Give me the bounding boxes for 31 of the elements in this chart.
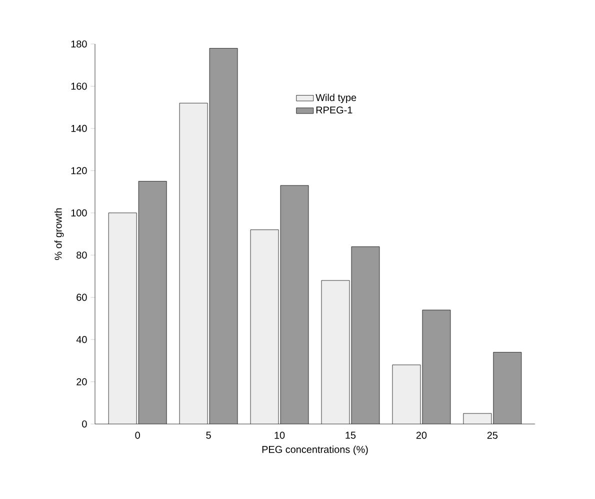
- bar: [280, 185, 309, 424]
- y-tick-label: 180: [71, 40, 87, 48]
- legend-label: RPEG-1: [316, 106, 352, 114]
- x-axis-title: PEG concentrations (%): [262, 446, 368, 455]
- legend-label: Wild type: [316, 94, 356, 104]
- bar: [180, 103, 208, 424]
- y-tick-label: 80: [76, 252, 87, 259]
- bar: [321, 280, 350, 424]
- x-tick-label: 10: [274, 432, 285, 439]
- bar: [422, 310, 450, 424]
- y-tick-label: 160: [71, 82, 87, 90]
- y-tick-label: 40: [76, 336, 87, 344]
- bar: [493, 352, 522, 424]
- x-tick-label: 0: [135, 432, 140, 439]
- bar: [210, 48, 238, 424]
- bar: [138, 181, 167, 424]
- x-tick-label: 5: [206, 432, 211, 439]
- bar: [108, 212, 137, 424]
- y-tick-label: 100: [71, 209, 87, 216]
- bar: [250, 230, 279, 424]
- x-tick-label: 25: [487, 432, 498, 439]
- x-tick-label: 15: [346, 432, 356, 439]
- x-tick-label: 20: [416, 432, 427, 439]
- bar: [351, 246, 380, 424]
- y-tick-label: 20: [76, 378, 87, 386]
- y-tick-label: 0: [82, 420, 87, 428]
- bar: [392, 364, 420, 424]
- y-tick-label: 120: [71, 167, 87, 174]
- y-axis-title: % of growth: [54, 208, 64, 260]
- y-tick-label: 60: [76, 294, 87, 301]
- y-tick-label: 140: [71, 124, 87, 132]
